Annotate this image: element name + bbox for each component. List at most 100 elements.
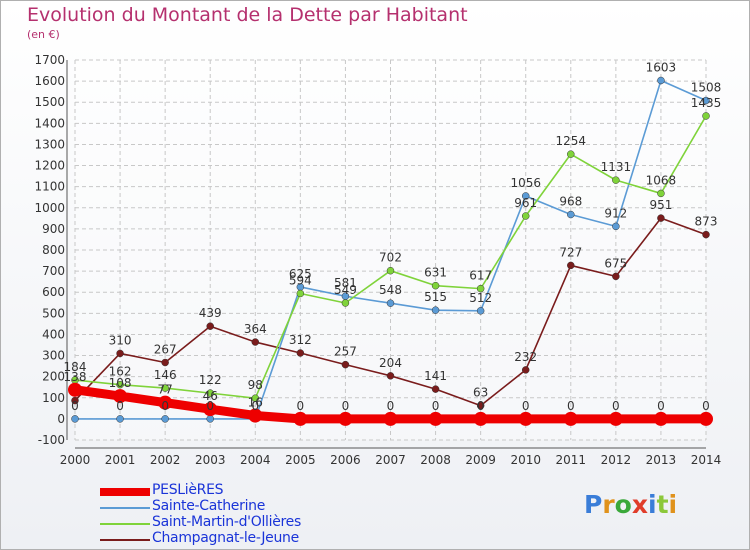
data-point [521, 366, 530, 374]
chart-subtitle: (en €) [27, 28, 60, 41]
x-tick-label: 2010 [510, 453, 541, 467]
y-tick-label: 900 [42, 222, 65, 236]
x-tick-label: 2011 [556, 453, 587, 467]
x-tick-label: 2009 [465, 453, 496, 467]
data-point [612, 222, 620, 231]
data-point [653, 411, 668, 426]
data-label: 0 [71, 399, 79, 413]
data-point [116, 380, 124, 389]
data-point [612, 176, 620, 184]
data-point [476, 307, 485, 315]
legend-label-saint-martin: Saint-Martin-d'Ollières [152, 514, 301, 530]
chart-title: Evolution du Montant de la Dette par Hab… [27, 4, 468, 26]
data-point [386, 299, 395, 307]
y-tick-label: 200 [42, 370, 65, 384]
data-label: 873 [695, 215, 718, 229]
legend-label-champagnat: Champagnat-le-Jeune [152, 530, 299, 546]
logo-letter: i [668, 490, 678, 519]
data-point [567, 150, 575, 158]
data-label: 0 [387, 399, 395, 413]
data-point [702, 230, 710, 239]
y-tick-label: 600 [42, 285, 65, 299]
data-point [431, 281, 440, 290]
data-point [203, 402, 218, 417]
legend-label-peslieres: PESLièRES [152, 482, 224, 498]
data-point [293, 411, 308, 426]
y-tick-label: -100 [38, 433, 65, 447]
y-tick-label: 100 [42, 391, 65, 405]
data-point [71, 415, 79, 423]
data-label: 727 [559, 245, 582, 259]
data-label: 0 [206, 399, 214, 413]
data-point [341, 360, 350, 369]
x-tick-label: 2013 [646, 453, 677, 467]
data-label: 364 [244, 322, 267, 336]
x-tick-label: 2005 [285, 453, 316, 467]
data-point [383, 411, 398, 426]
data-label: 0 [522, 399, 530, 413]
data-label: 581 [334, 276, 357, 290]
legend-item-champagnat: Champagnat-le-Jeune [100, 530, 400, 548]
data-label: 549 [334, 283, 357, 297]
x-tick-label: 2008 [420, 453, 451, 467]
data-point [476, 284, 485, 293]
data-point [473, 411, 488, 426]
data-point [251, 394, 260, 402]
data-label: 184 [64, 360, 87, 374]
data-point [521, 192, 530, 200]
data-point [116, 349, 124, 358]
legend-item-peslieres: PESLièRES [100, 482, 400, 500]
data-label: 0 [612, 399, 620, 413]
data-point [657, 76, 665, 85]
data-point [521, 212, 530, 220]
data-label: 1254 [556, 134, 587, 148]
y-tick-label: 1600 [34, 74, 65, 88]
data-point [608, 411, 623, 426]
x-tick-label: 2012 [601, 453, 632, 467]
data-label: 16 [248, 396, 263, 410]
data-label: 310 [109, 333, 132, 347]
data-label: 257 [334, 345, 357, 359]
data-label: 515 [424, 290, 447, 304]
data-label: 1131 [601, 160, 632, 174]
legend-label-sainte-catherine: Sainte-Catherine [152, 498, 266, 514]
data-label: 617 [469, 269, 492, 283]
x-tick-label: 2007 [375, 453, 406, 467]
data-label: 204 [379, 356, 402, 370]
data-point [386, 372, 395, 380]
data-point [431, 306, 440, 314]
legend-swatch-peslieres [100, 488, 150, 496]
data-label: 0 [251, 399, 259, 413]
y-tick-label: 1300 [34, 137, 65, 151]
data-point [567, 261, 575, 270]
data-point [206, 415, 214, 423]
y-tick-label: 400 [42, 327, 65, 341]
data-label: 548 [379, 283, 402, 297]
y-tick-label: 1200 [34, 159, 65, 173]
y-tick-label: 1000 [34, 201, 65, 215]
data-point [657, 189, 665, 198]
legend-item-sainte-catherine: Sainte-Catherine [100, 498, 400, 516]
data-label: 0 [116, 399, 124, 413]
data-point [518, 411, 533, 426]
data-label: 0 [567, 399, 575, 413]
data-label: 912 [604, 206, 627, 220]
logo-letter: t [656, 490, 669, 519]
y-tick-label: 500 [42, 306, 65, 320]
x-tick-label: 2002 [150, 453, 181, 467]
data-label: 0 [342, 399, 350, 413]
data-label: 1068 [646, 173, 677, 187]
data-label: 141 [424, 369, 447, 383]
legend-swatch-sainte-catherine [100, 507, 150, 509]
x-tick-label: 2004 [240, 453, 271, 467]
data-label: 594 [289, 273, 312, 287]
data-point [161, 384, 169, 392]
data-point [116, 415, 124, 423]
data-label: 951 [649, 198, 672, 212]
logo-letter: o [614, 490, 632, 519]
data-label: 77 [158, 383, 173, 397]
legend-swatch-saint-martin [100, 523, 150, 525]
data-label: 675 [604, 256, 627, 270]
